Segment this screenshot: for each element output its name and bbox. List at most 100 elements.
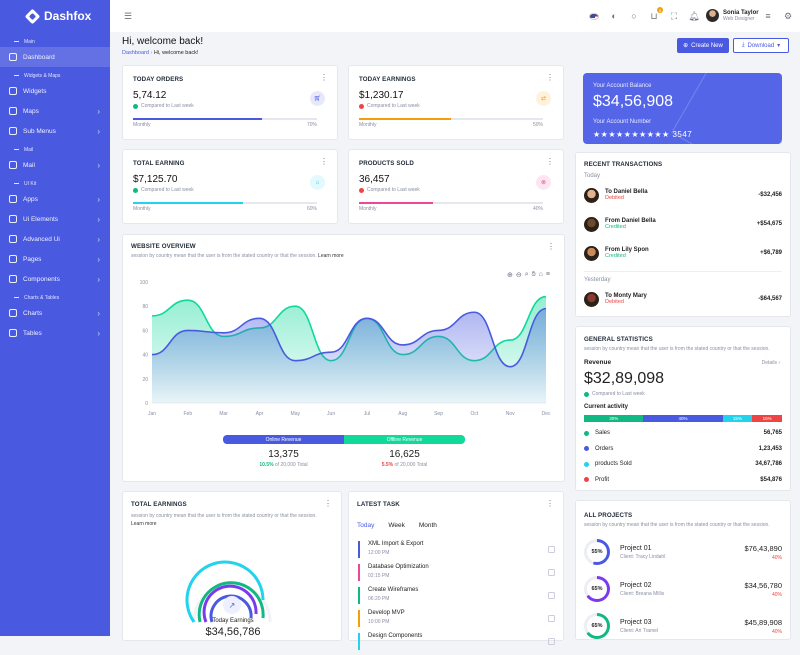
task-checkbox[interactable] [548, 638, 555, 645]
project-pct: 55% [587, 542, 607, 562]
task-checkbox[interactable] [548, 546, 555, 553]
chevron-right-icon: › [97, 126, 100, 136]
task-item[interactable]: Design Components [358, 633, 555, 655]
sidebar-item-dashboard[interactable]: Dashboard [0, 47, 110, 67]
overview-more-icon[interactable]: ⋮ [547, 242, 555, 251]
download-button[interactable]: ⤓ Download ▾ [733, 38, 789, 53]
sidebar-item-maps[interactable]: Maps › [0, 101, 110, 121]
stat-more-icon[interactable]: ⋮ [546, 73, 554, 82]
zoom-in-icon[interactable]: ⊕ [507, 272, 513, 279]
task-item[interactable]: XML Import & Export 12:00 PM [358, 541, 555, 563]
project-name: Project 03 [620, 618, 652, 626]
project-client: Client: Breana Millis [620, 590, 665, 597]
zoom-out-icon[interactable]: ⊖ [515, 272, 522, 279]
activity-segment: 30% [584, 415, 644, 422]
sidebar-item-mail[interactable]: Mail › [0, 155, 110, 175]
project-progress-ring: 55% [584, 539, 610, 565]
tab-month[interactable]: Month [418, 522, 437, 529]
language-flag-icon[interactable] [588, 10, 600, 22]
task-checkbox[interactable] [548, 569, 555, 576]
project-row[interactable]: 65% Project 03 Client: Ari Tramel $45,89,90… [584, 608, 782, 644]
task-item[interactable]: Develop MVP 10:00 PM [358, 610, 555, 632]
tab-today[interactable]: Today [357, 522, 375, 529]
chart-toolbar: ⊕ ⊖ ⌕ ✋︎ ⌂ ≡ [507, 271, 550, 279]
project-row[interactable]: 55% Project 01 Client: Tracy Lindahl $76,43… [584, 534, 782, 570]
notification-bell-icon[interactable]: 🔔︎ [688, 10, 700, 21]
details-link[interactable]: Details › [761, 360, 780, 366]
sidebar-item-sub-menus[interactable]: Sub Menus › [0, 121, 110, 141]
reset-home-icon[interactable]: ⌂ [538, 271, 543, 278]
transaction-status: Debited [605, 299, 624, 305]
sidebar-item-label: Components [23, 275, 60, 283]
create-new-button[interactable]: ⊕ Create New [677, 38, 729, 53]
revenue-legend: Online Revenue Offline Revenue [223, 435, 465, 444]
brand-logo[interactable]: Dashfox [0, 0, 110, 32]
sidebar: Dashfox Main Dashboard Widgets & Maps Widge… [0, 0, 110, 636]
breadcrumb-root[interactable]: Dashboard [122, 50, 149, 56]
sidebar-item-label: Apps [23, 195, 38, 203]
stat-progress-label: Monthly [359, 122, 377, 128]
stat-row: Orders 1,23,453 [584, 442, 782, 456]
sidebar-item-components[interactable]: Components › [0, 269, 110, 289]
tab-week[interactable]: Week [388, 522, 405, 529]
pan-icon[interactable]: ✋︎ [531, 271, 536, 278]
stat-icon: ⇄ [536, 91, 551, 106]
stat-more-icon[interactable]: ⋮ [320, 157, 328, 166]
transaction-row[interactable]: From Daniel Bella Credited +$54,675 [584, 212, 782, 236]
stat-card: TODAY EARNINGS ⋮ $1,230.17 Compared to Last… [348, 65, 564, 140]
transaction-status: Debited [605, 195, 624, 201]
sidebar-item-label: Advanced Ui [23, 235, 60, 243]
cart-icon[interactable]: ⊔ 5 [650, 7, 663, 21]
transactions-title: RECENT TRANSACTIONS [584, 161, 663, 168]
sidebar-item-ui-elements[interactable]: Ui Elements › [0, 209, 110, 229]
overview-title: WEBSITE OVERVIEW [131, 243, 196, 250]
balance-amount: $34,56,908 [593, 93, 674, 110]
offline-of: of 20,000 Total [394, 462, 428, 468]
menu-toggle-icon[interactable]: ☰ [123, 10, 133, 21]
task-checkbox[interactable] [548, 592, 555, 599]
x-tick-label: Jan [148, 411, 156, 417]
task-item[interactable]: Database Optimization 02:15 PM [358, 564, 555, 586]
transaction-name: To Monty Mary [605, 293, 647, 299]
zoom-select-icon[interactable]: ⌕ [524, 271, 529, 278]
sidebar-item-widgets[interactable]: Widgets [0, 81, 110, 101]
transaction-row[interactable]: To Monty Mary Debited -$64,567 [584, 287, 782, 311]
user-role: Web Designer [723, 15, 755, 22]
sidebar-section-label: Charts & Tables [0, 292, 110, 303]
sidebar-item-icon [9, 235, 17, 243]
earnings-learn-more[interactable]: Learn more [131, 520, 157, 527]
sidebar-item-charts[interactable]: Charts › [0, 303, 110, 323]
theme-toggle-icon[interactable]: ◐ [611, 11, 617, 21]
search-icon[interactable]: ○ [631, 11, 637, 21]
sidebar-section-label: Mail [0, 144, 110, 155]
activity-segment: 40% [643, 415, 723, 422]
sidebar-item-apps[interactable]: Apps › [0, 189, 110, 209]
fullscreen-icon[interactable]: ⛶ [670, 10, 678, 21]
earnings-more-icon[interactable]: ⋮ [324, 499, 332, 508]
task-more-icon[interactable]: ⋮ [546, 499, 554, 508]
stat-row-value: 1,23,453 [758, 445, 782, 452]
sidebar-item-icon [9, 87, 17, 95]
task-time: 10:00 PM [368, 619, 390, 625]
settings-gear-icon[interactable]: ⚙ [783, 10, 793, 21]
project-row[interactable]: 65% Project 02 Client: Breana Millis $34,56… [584, 571, 782, 607]
stat-more-icon[interactable]: ⋮ [546, 157, 554, 166]
task-item[interactable]: Create Wireframes 06:20 PM [358, 587, 555, 609]
apps-grid-icon[interactable]: ≡ [765, 11, 771, 21]
overview-learn-more[interactable]: Learn more [318, 253, 344, 259]
stat-more-icon[interactable]: ⋮ [320, 73, 328, 82]
sidebar-item-tables[interactable]: Tables › [0, 323, 110, 343]
sidebar-item-label: Charts [23, 309, 43, 317]
sidebar-item-advanced-ui[interactable]: Advanced Ui › [0, 229, 110, 249]
task-checkbox[interactable] [548, 615, 555, 622]
breadcrumb-current: Hi, welcome back! [153, 50, 199, 56]
chart-menu-icon[interactable]: ≡ [545, 271, 550, 278]
transaction-row[interactable]: To Daniel Bella Debited -$32,456 [584, 183, 782, 207]
stat-value: $7,125.70 [133, 174, 178, 185]
page-title: Hi, welcome back! [122, 36, 204, 47]
sidebar-item-pages[interactable]: Pages › [0, 249, 110, 269]
transaction-group-label: Today [584, 173, 601, 179]
stat-row: products Sold 34,67,786 [584, 457, 782, 471]
transaction-row[interactable]: From Lily Spon Credited +$6,789 [584, 241, 782, 265]
user-profile[interactable]: Sonia Taylor Web Designer [706, 9, 759, 22]
